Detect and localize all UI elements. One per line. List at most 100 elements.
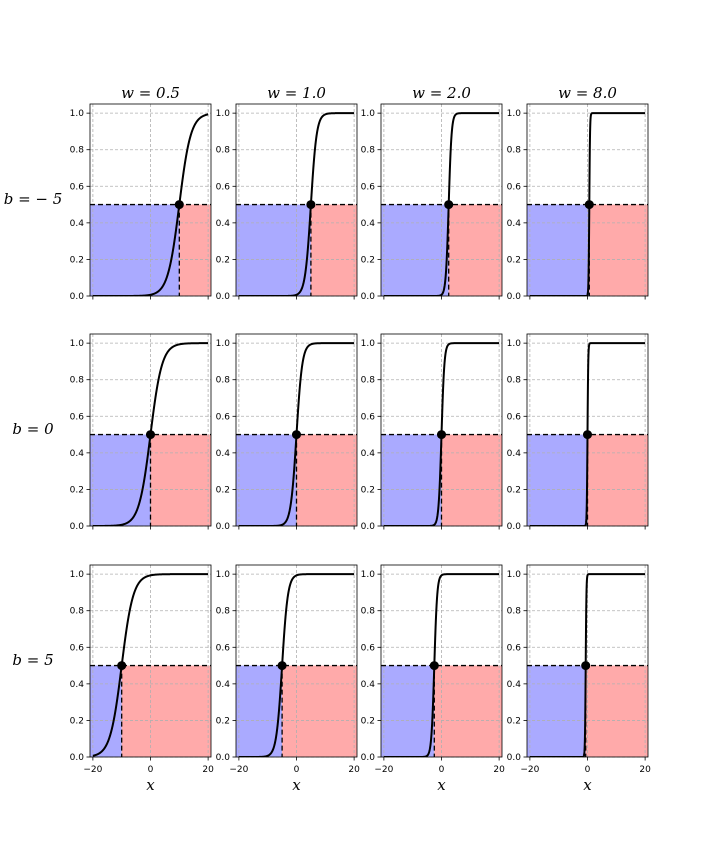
x-tick-label: 20 (348, 765, 360, 775)
y-tick-label: 0.0 (507, 292, 522, 302)
y-tick-label: 0.6 (507, 412, 522, 422)
y-tick-label: 0.8 (507, 607, 522, 617)
right-region (587, 434, 648, 526)
subplot-panel: 0.0 0.2 0.4 0.6 0.8 1.0 (216, 333, 358, 532)
crossing-marker (584, 200, 594, 210)
row-label: b = − 5 (4, 190, 63, 208)
sigmoid-curve (238, 112, 355, 296)
x-tick-label: 20 (639, 765, 651, 775)
left-region (236, 434, 297, 526)
y-tick-label: 0.0 (507, 753, 522, 763)
crossing-marker (174, 200, 184, 210)
y-tick-label: 0.8 (216, 146, 231, 156)
column-title: w = 0.5 (121, 84, 180, 102)
y-tick-label: 0.0 (216, 292, 231, 302)
y-tick-label: 0.2 (216, 485, 230, 495)
x-tick-label: 20 (493, 765, 505, 775)
y-tick-label: 1.0 (507, 570, 522, 580)
subplot-panel: 0.0 0.2 0.4 0.6 0.8 1.0 (361, 333, 503, 532)
x-tick-label: 0 (439, 765, 445, 775)
row-label: b = 5 (12, 651, 53, 669)
x-tick-label: 0 (585, 765, 591, 775)
left-region (236, 204, 311, 296)
y-tick-label: 0.6 (507, 643, 522, 653)
y-tick-label: 0.8 (70, 607, 85, 617)
y-tick-label: 0.8 (70, 146, 85, 156)
left-region (90, 665, 122, 757)
subplot-panel: −20 0 20 0.0 0.2 0.4 0.6 0.8 1.0 (361, 564, 505, 775)
y-tick-label: 0.6 (216, 643, 231, 653)
y-tick-label: 0.6 (70, 643, 85, 653)
x-axis-label: x (437, 776, 446, 794)
y-tick-label: 1.0 (70, 339, 85, 349)
left-region (381, 204, 449, 296)
sigmoid-curve (383, 573, 500, 757)
y-tick-label: 0.0 (361, 522, 376, 532)
y-tick-label: 0.8 (361, 607, 376, 617)
sigmoid-curve (92, 573, 209, 757)
right-region (179, 204, 211, 296)
y-tick-label: 0.2 (70, 255, 84, 265)
y-tick-label: 0.4 (361, 219, 376, 229)
column-title: w = 2.0 (412, 84, 471, 102)
y-tick-label: 0.2 (361, 716, 375, 726)
y-tick-label: 0.6 (216, 182, 231, 192)
y-tick-label: 0.0 (70, 753, 85, 763)
subplot-panel: −20 0 20 0.0 0.2 0.4 0.6 0.8 1.0 (70, 564, 214, 775)
y-tick-label: 0.2 (216, 716, 230, 726)
subplot-panel: 0.0 0.2 0.4 0.6 0.8 1.0 (361, 103, 503, 302)
subplot-panel: −20 0 20 0.0 0.2 0.4 0.6 0.8 1.0 (507, 564, 651, 775)
y-tick-label: 0.4 (70, 449, 85, 459)
y-tick-label: 0.6 (70, 182, 85, 192)
y-tick-label: 0.0 (70, 292, 85, 302)
column-title: w = 8.0 (558, 84, 617, 102)
y-tick-label: 0.8 (216, 607, 231, 617)
right-region (296, 434, 357, 526)
y-tick-label: 0.2 (361, 255, 375, 265)
y-tick-label: 0.4 (70, 680, 85, 690)
y-tick-label: 0.8 (361, 376, 376, 386)
y-tick-label: 1.0 (361, 109, 376, 119)
subplot-panel: 0.0 0.2 0.4 0.6 0.8 1.0 (507, 333, 649, 532)
y-tick-label: 0.2 (507, 716, 521, 726)
right-region (121, 665, 211, 757)
right-region (310, 204, 357, 296)
left-region (527, 434, 588, 526)
right-region (434, 665, 502, 757)
y-tick-label: 0.6 (70, 412, 85, 422)
left-region (527, 665, 586, 757)
y-tick-label: 1.0 (70, 570, 85, 580)
crossing-marker (444, 200, 454, 210)
x-tick-label: −20 (520, 765, 539, 775)
y-tick-label: 0.8 (361, 146, 376, 156)
crossing-marker (117, 661, 127, 671)
y-tick-label: 0.2 (507, 255, 521, 265)
column-title: w = 1.0 (267, 84, 326, 102)
y-tick-label: 1.0 (216, 109, 231, 119)
subplot-panel: 0.0 0.2 0.4 0.6 0.8 1.0 (216, 103, 358, 302)
x-tick-label: 0 (294, 765, 300, 775)
sigmoid-curve (383, 112, 500, 296)
crossing-marker (306, 200, 316, 210)
sigmoid-curve (529, 573, 646, 757)
y-tick-label: 1.0 (507, 339, 522, 349)
y-tick-label: 0.8 (507, 146, 522, 156)
x-tick-label: −20 (83, 765, 102, 775)
y-tick-label: 0.4 (70, 219, 85, 229)
y-tick-label: 1.0 (507, 109, 522, 119)
y-tick-label: 0.2 (70, 485, 84, 495)
crossing-marker (583, 430, 592, 440)
y-tick-label: 1.0 (70, 109, 85, 119)
y-tick-label: 0.0 (216, 753, 231, 763)
y-tick-label: 1.0 (361, 339, 376, 349)
y-tick-label: 0.4 (507, 449, 522, 459)
crossing-marker (581, 661, 591, 671)
subplot-panel: 0.0 0.2 0.4 0.6 0.8 1.0 (70, 103, 212, 302)
y-tick-label: 1.0 (216, 570, 231, 580)
y-tick-label: 1.0 (216, 339, 231, 349)
right-region (585, 665, 648, 757)
y-tick-label: 0.4 (361, 449, 376, 459)
right-region (150, 434, 211, 526)
y-tick-label: 0.4 (361, 680, 376, 690)
